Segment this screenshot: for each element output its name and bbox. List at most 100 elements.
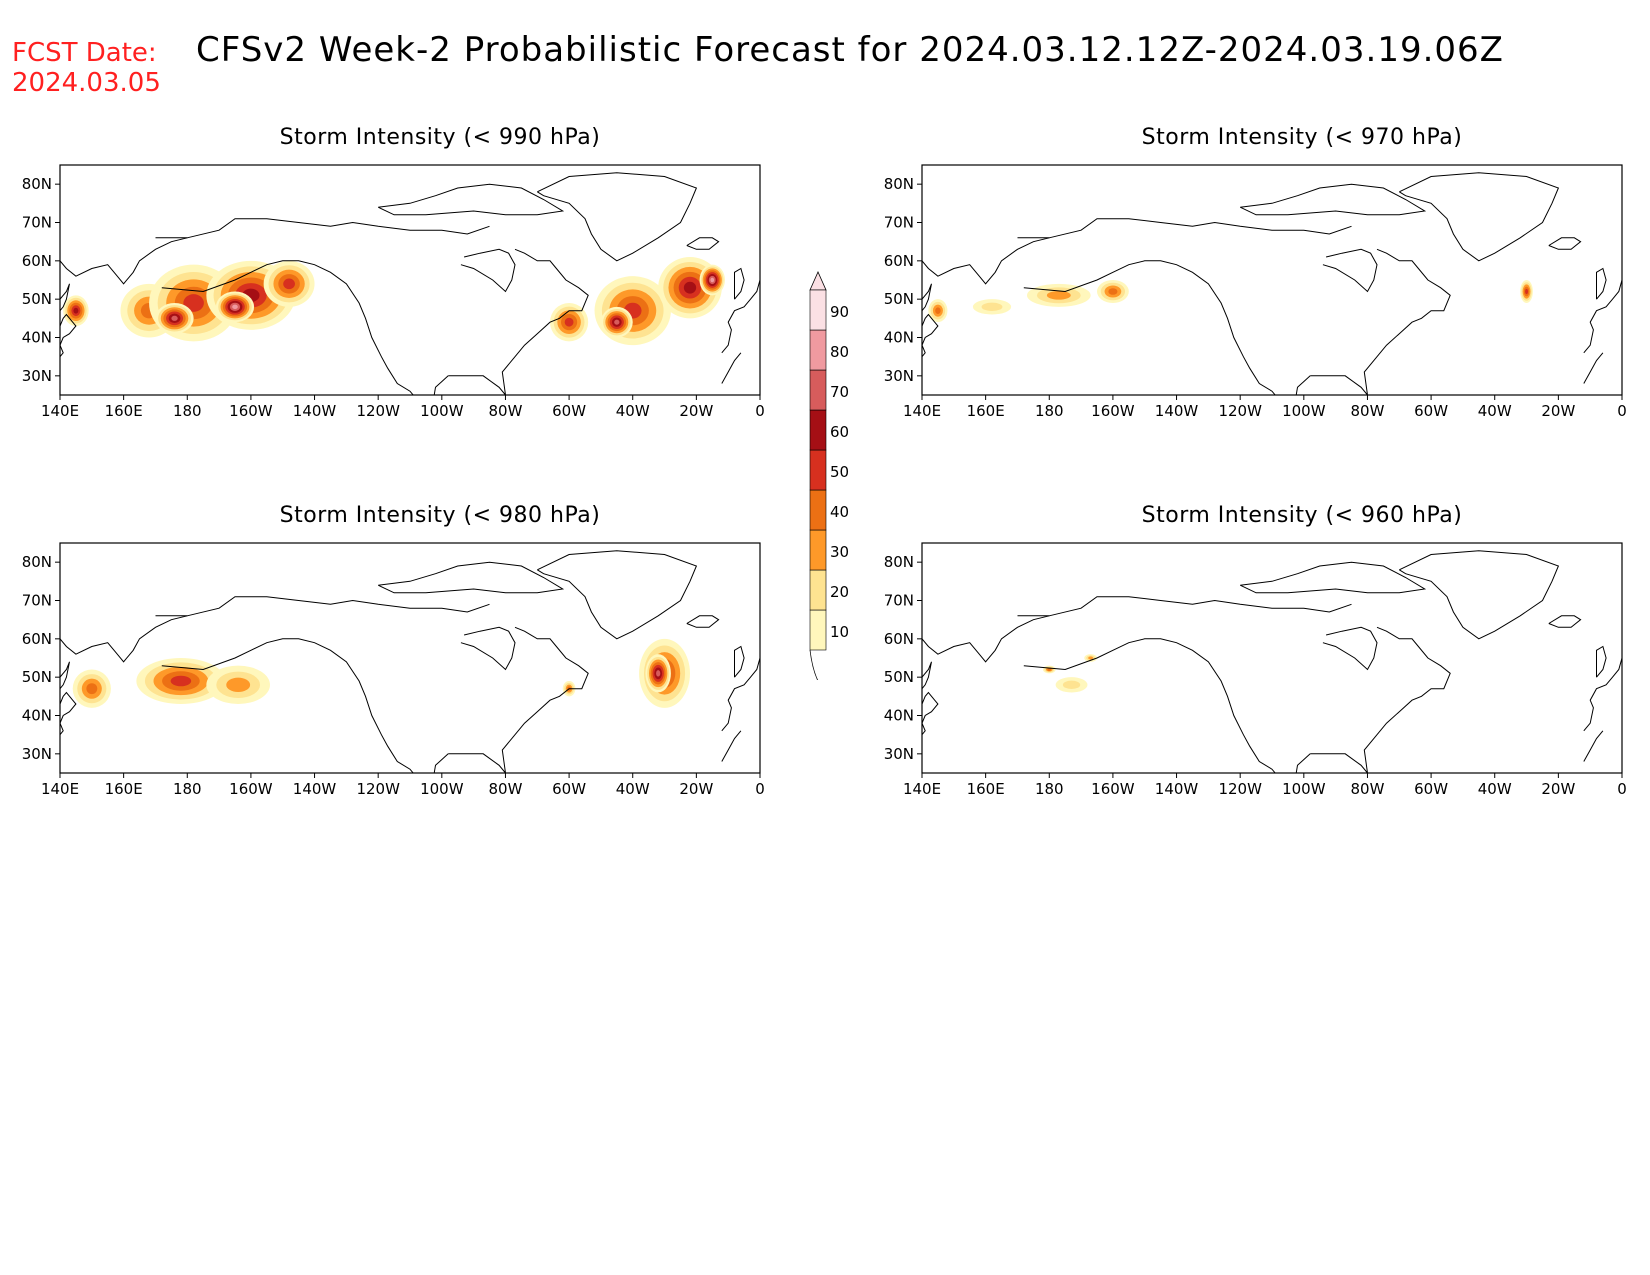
coastline-2 <box>460 626 516 671</box>
lon-label: 0 <box>755 780 765 798</box>
coastline-0 <box>161 260 414 395</box>
coastline-6 <box>1399 172 1560 262</box>
coastline-7 <box>1548 615 1582 628</box>
colorbar-arrow-bottom <box>809 649 818 680</box>
prob-region-4-level-4 <box>1525 288 1529 295</box>
lat-label: 70N <box>22 592 52 610</box>
lon-label: 160E <box>105 780 143 798</box>
lon-label: 20W <box>679 780 713 798</box>
coastline-11 <box>922 615 1050 663</box>
coastline-9 <box>1596 645 1607 678</box>
lon-label: 140W <box>1155 780 1199 798</box>
coastline-7 <box>686 615 720 628</box>
panel-980: Storm Intensity (< 980 hPa) 80N 70N 60N 50N… <box>0 503 780 803</box>
coastline-9 <box>734 645 745 678</box>
lon-label: 100W <box>420 780 464 798</box>
colorbar-swatch <box>809 569 827 611</box>
lon-label: 140W <box>1155 402 1199 420</box>
lon-label: 140E <box>903 780 941 798</box>
lat-label: 30N <box>22 745 52 763</box>
lon-label: 20W <box>679 402 713 420</box>
coastline-3 <box>1310 626 1451 773</box>
coastline-13 <box>60 283 70 312</box>
coastline-13 <box>922 661 932 690</box>
lon-label: 120W <box>1218 402 1262 420</box>
lon-label: 160E <box>105 402 143 420</box>
lat-label: 50N <box>884 668 914 686</box>
lon-label: 140W <box>293 780 337 798</box>
colorbar-label: 80 <box>830 343 849 361</box>
lon-label: 160W <box>229 780 273 798</box>
colorbar-swatch <box>809 529 827 571</box>
coastline-3 <box>1310 248 1451 395</box>
colorbar-swatch <box>809 289 827 331</box>
map-frame <box>921 164 1623 396</box>
lon-label: 80W <box>488 402 522 420</box>
coastline-8 <box>721 657 760 732</box>
prob-region-1-level-4 <box>183 294 204 312</box>
fcst-label: FCST Date: <box>12 38 157 68</box>
panel-title-960: Storm Intensity (< 960 hPa) <box>1141 503 1463 528</box>
coastline-5 <box>1239 183 1427 216</box>
lon-label: 180 <box>1035 402 1064 420</box>
lon-label: 140E <box>41 402 79 420</box>
colorbar-arrow-top <box>809 271 827 291</box>
coastline-2 <box>1322 626 1378 671</box>
colorbar-label: 50 <box>830 463 849 481</box>
coastline-10 <box>1583 352 1604 384</box>
coastline-12 <box>60 691 77 736</box>
coastline-1 <box>1017 596 1352 617</box>
coastline-9 <box>1596 267 1607 300</box>
prob-region-1-level-1 <box>1062 680 1081 690</box>
lon-label: 0 <box>755 402 765 420</box>
fcst-date: 2024.03.05 <box>12 68 161 98</box>
lon-label: 140E <box>903 402 941 420</box>
coastline-2 <box>1322 248 1378 293</box>
lon-label: 160W <box>1091 402 1135 420</box>
coastline-1 <box>155 596 490 617</box>
lat-label: 40N <box>884 329 914 347</box>
prob-region-6-level-5 <box>73 307 79 314</box>
lat-label: 30N <box>884 367 914 385</box>
lon-label: 160W <box>1091 780 1135 798</box>
prob-region-0-level-3 <box>86 683 98 695</box>
prob-region-4-level-6 <box>171 315 178 321</box>
lon-label: 160W <box>229 402 273 420</box>
coastline-1 <box>1017 218 1352 239</box>
main-title: CFSv2 Week-2 Probabilistic Forecast for … <box>196 30 1504 70</box>
colorbar-label: 20 <box>830 583 849 601</box>
lat-label: 40N <box>22 329 52 347</box>
coastline-10 <box>1583 730 1604 762</box>
coastline-0 <box>161 638 414 773</box>
colorbar-label: 60 <box>830 423 849 441</box>
prob-region-2-level-2 <box>1088 656 1094 660</box>
map-960: 80N 70N 60N 50N 40N 30N 140E 160E 180 160W 140W 120… <box>884 542 1627 798</box>
colorbar-swatch <box>809 409 827 451</box>
coastline-12 <box>922 313 939 358</box>
panel-title-980: Storm Intensity (< 980 hPa) <box>279 503 601 528</box>
lat-label: 80N <box>884 175 914 193</box>
colorbar-label: 70 <box>830 383 849 401</box>
map-970: 80N 70N 60N 50N 40N 30N 140E 160E 180 160W 140W 120… <box>884 164 1627 420</box>
coastline-4 <box>433 375 449 395</box>
lon-label: 60W <box>552 402 586 420</box>
panel-960: Storm Intensity (< 960 hPa) 80N 70N 60N 50N… <box>862 503 1642 803</box>
lon-label: 140E <box>41 780 79 798</box>
lon-label: 80W <box>1350 402 1384 420</box>
lon-label: 80W <box>488 780 522 798</box>
prob-region-3-level-3 <box>1108 288 1118 295</box>
prob-region-0-level-3 <box>935 307 941 314</box>
coastline-0 <box>1023 260 1276 395</box>
lon-label: 40W <box>1478 780 1512 798</box>
lat-label: 50N <box>22 668 52 686</box>
panel-title-990: Storm Intensity (< 990 hPa) <box>279 125 601 150</box>
lat-label: 70N <box>884 592 914 610</box>
coastline-8 <box>1583 657 1622 732</box>
colorbar-swatch <box>809 609 827 651</box>
lon-label: 0 <box>1617 780 1627 798</box>
lat-label: 80N <box>22 553 52 571</box>
coastline-11 <box>60 237 188 285</box>
prob-region-9-level-5 <box>683 281 697 294</box>
coastline-5 <box>377 183 565 216</box>
colorbar-label: 40 <box>830 503 849 521</box>
